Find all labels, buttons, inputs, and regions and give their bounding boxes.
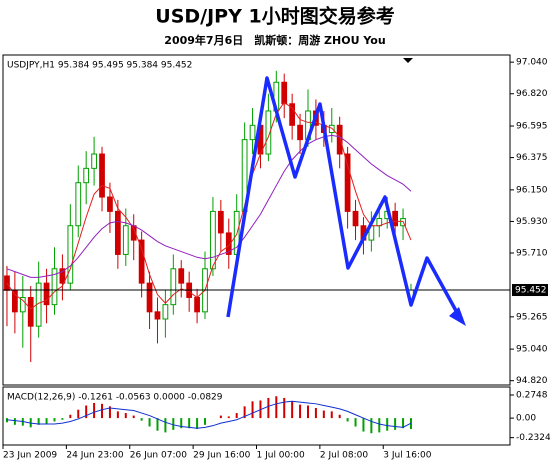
candle-body [225,232,232,255]
y-tick-label: 95.265 [516,312,548,322]
candle-body [43,282,50,306]
candle-body [91,153,97,169]
candle-body [194,296,200,313]
line [6,101,412,310]
last-price-box [512,284,548,297]
candle-body [107,196,113,212]
candle-body [59,268,66,284]
y-tick-label: 0.00 [516,414,536,424]
y-tick-label: 95.930 [516,217,548,227]
candle-body [281,81,288,105]
shift-marker [403,58,413,63]
candle-body [336,124,343,155]
candle-body [289,103,296,126]
x-tick-label: 1 Jul 00:00 [257,451,306,461]
y-tick-label: 95.710 [516,249,548,259]
y-tick-label: 95.040 [516,345,548,355]
y-tick-label: 96.595 [516,122,548,132]
last-price-label: 95.452 [515,286,547,296]
x-tick-label: 23 Jun 2009 [3,451,57,461]
candle-body [249,124,256,141]
y-tick-label: 94.820 [516,376,548,386]
y-tick-label: 97.040 [516,58,548,68]
line [6,134,412,278]
candle-body [51,268,58,306]
macd-label: MACD(12,26,9) -0.1261 -0.0563 0.0000 -0.… [7,393,223,403]
candle-body [217,210,224,234]
y-tick-label: 96.150 [516,185,548,195]
y-tick-label: 96.820 [516,89,548,99]
candle-body [210,210,216,270]
y-tick-label: -0.2324 [516,433,550,443]
forecast-arrowhead [449,307,466,326]
candle-body [99,153,105,198]
candle-body [27,296,34,327]
candle-body [83,167,90,184]
candle-body [154,311,161,320]
x-tick-label: 3 Jul 16:00 [383,451,432,461]
chart-title: USD/JPY 1小时图交易参考 [155,5,394,28]
candle-body [162,304,169,320]
candle-body [122,225,129,255]
candle-body [138,239,145,284]
candle-body [352,210,359,227]
x-tick-label: 24 Jun 23:00 [66,451,123,461]
candle-body [170,268,177,306]
candle-body [344,153,351,212]
candle-body [265,110,272,155]
candle-body [146,282,153,313]
x-tick-label: 26 Jun 07:00 [130,451,187,461]
main-panel [2,54,511,386]
y-tick-label: 96.375 [516,153,548,163]
x-tick-label: 29 Jun 16:00 [193,451,250,461]
candle-body [12,289,18,313]
candle-body [67,225,74,284]
candle-body [114,210,121,255]
candle-body [297,124,303,141]
info-label: USDJPY,H1 95.384 95.495 95.384 95.452 [7,61,192,71]
candle-body [19,296,26,313]
candle-body [392,210,399,227]
line [6,400,412,429]
y-tick-label: 0.2748 [516,391,548,401]
forecast-arrow [226,76,462,319]
candle-body [75,182,82,227]
candle-body [178,268,185,284]
x-tick-label: 2 Jul 08:00 [320,451,369,461]
chart-subtitle: 2009年7月6日 凯斯顿：周游 ZHOU You [164,33,385,47]
